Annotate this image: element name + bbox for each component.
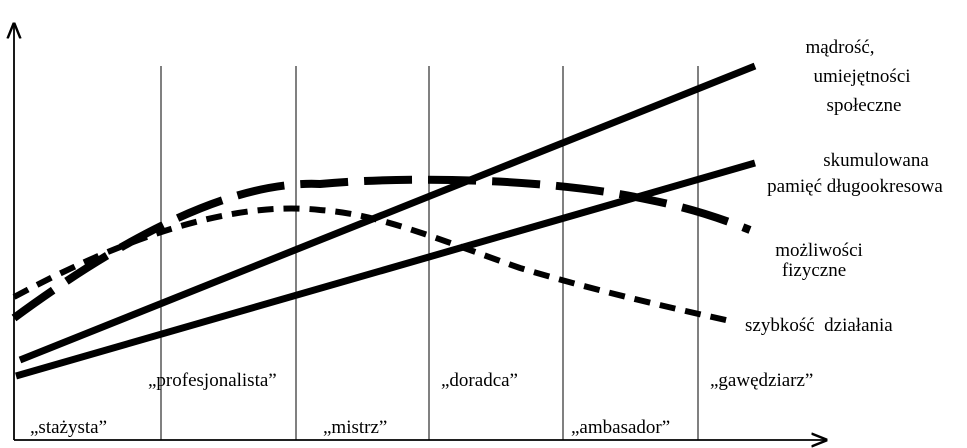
stage-label-intern: „stażysta”: [30, 417, 107, 438]
stage-label-professional: „profesjonalista”: [148, 370, 277, 391]
stage-dividers: [160, 66, 699, 440]
stage-label-master: „mistrz”: [323, 417, 387, 438]
physical-label-line1: możliwości: [775, 240, 863, 261]
wisdom-label-line2: umiejętności: [813, 66, 910, 87]
wisdom-label-line1: mądrość,: [805, 37, 874, 58]
wisdom-curve: [18, 62, 757, 364]
speed-label: szybkość działania: [745, 315, 893, 336]
physical-capacity-curve: [11, 175, 752, 322]
stage-label-storyteller: „gawędziarz”: [710, 370, 813, 391]
wisdom-label-line3: społeczne: [827, 95, 902, 116]
speed-curve: [12, 205, 736, 325]
stage-label-ambassador: „ambasador”: [571, 417, 670, 438]
physical-label-line2: fizyczne: [782, 260, 846, 281]
memory-label-line1: skumulowana: [823, 150, 929, 171]
stage-label-advisor: „doradca”: [441, 370, 518, 391]
memory-label-line2: pamięć długookresowa: [767, 176, 943, 197]
memory-curve: [15, 159, 756, 380]
